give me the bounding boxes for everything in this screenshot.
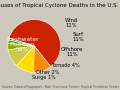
Wedge shape (9, 20, 61, 67)
Text: Tornado 4%: Tornado 4% (51, 63, 80, 68)
Wedge shape (8, 46, 34, 66)
Wedge shape (17, 46, 34, 72)
Wedge shape (33, 46, 51, 72)
Wedge shape (8, 43, 34, 50)
Text: Offshore
11%: Offshore 11% (61, 47, 83, 57)
Wedge shape (9, 38, 34, 46)
Text: Surf
11%: Surf 11% (72, 32, 84, 42)
Text: Wind
11%: Wind 11% (65, 18, 78, 28)
Wedge shape (8, 40, 34, 46)
Text: Source: Edward Rappaport - Natl. Hurricane Center; Tropical Prediction Center: Source: Edward Rappaport - Natl. Hurrica… (1, 85, 118, 89)
Text: Surge 1%: Surge 1% (32, 75, 56, 80)
Text: Leading Causes of Tropical Cyclone Deaths in the U.S. 1970-1999: Leading Causes of Tropical Cyclone Death… (0, 3, 120, 8)
Text: Other 2%: Other 2% (36, 70, 60, 75)
Text: Freshwater
Flooding
59%: Freshwater Flooding 59% (6, 37, 38, 52)
